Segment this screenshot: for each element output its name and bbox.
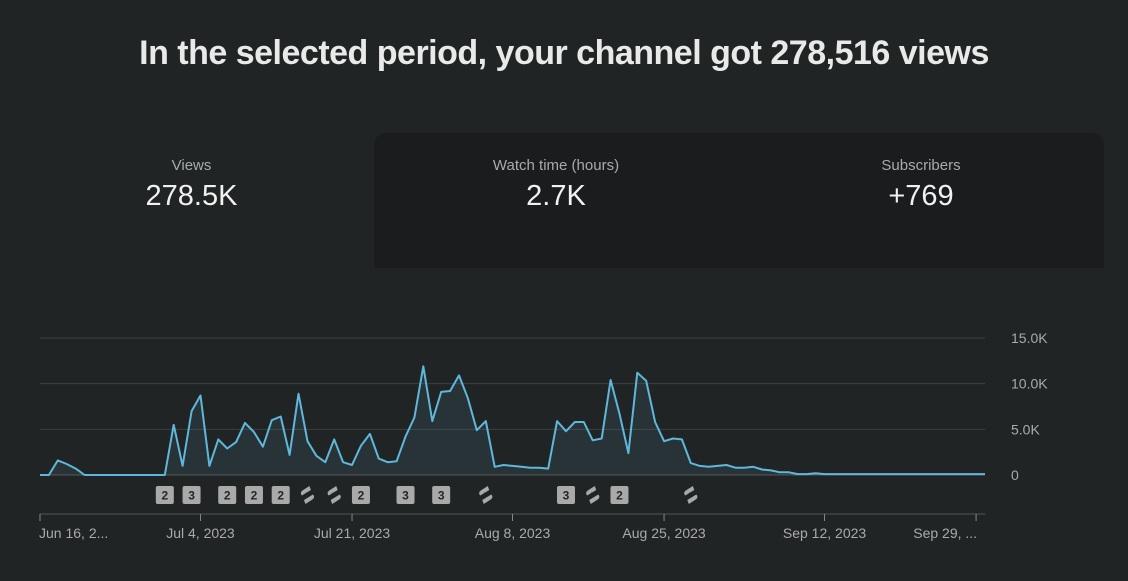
shorts-icon-top: [586, 486, 597, 496]
chart-x-axis: Jun 16, 2... Jul 4, 2023 Jul 21, 2023 Aug 8…: [39, 513, 985, 541]
upload-count-box: [610, 486, 629, 504]
upload-count-label: 2: [616, 489, 623, 503]
watch-time-metric-value: 2.7K: [526, 180, 586, 212]
x-tick-label: Sep 29, ...: [913, 525, 977, 541]
upload-count-marker: 2: [351, 486, 370, 504]
shorts-icon: [586, 486, 600, 504]
x-tick-label: Jul 21, 2023: [314, 525, 390, 541]
x-tick-label: Jun 16, 2...: [39, 525, 108, 541]
views-series-line: [40, 365, 985, 476]
upload-count-marker: 3: [396, 486, 415, 504]
upload-count-label: 3: [402, 489, 409, 503]
upload-count-box: [244, 486, 263, 504]
views-chart[interactable]: 2 3 2 2 2 2 3 3 3 2 Jun 16, 2... Jul 4, 2023 Jul 21…: [0, 310, 1128, 570]
y-tick-label: 5.0K: [1011, 421, 1040, 437]
chart-gridlines: [40, 337, 985, 476]
upload-count-box: [271, 486, 290, 504]
upload-count-box: [432, 486, 451, 504]
shorts-icon: [300, 486, 315, 504]
y-tick-label: 10.0K: [1011, 376, 1048, 392]
views-metric-card[interactable]: Views 278.5K: [10, 133, 373, 268]
chart-y-axis: 15.0K 10.0K 5.0K 0: [1011, 330, 1048, 483]
upload-count-label: 2: [161, 489, 168, 503]
views-area-fill: [40, 366, 985, 475]
upload-count-marker: 2: [155, 486, 174, 504]
upload-count-label: 3: [563, 489, 570, 503]
shorts-icon-bottom: [482, 494, 493, 504]
x-tick-label: Sep 12, 2023: [783, 525, 867, 541]
upload-count-box: [218, 486, 237, 504]
upload-count-label: 3: [188, 489, 195, 503]
chart-upload-markers: 2 3 2 2 2 2 3 3 3 2: [155, 486, 698, 504]
shorts-icon-play: [332, 492, 337, 498]
upload-count-label: 2: [277, 489, 284, 503]
shorts-icon: [327, 486, 341, 504]
upload-count-label: 2: [358, 489, 365, 503]
x-tick-label: Aug 25, 2023: [622, 525, 706, 541]
chart-area-layer: [40, 365, 985, 476]
subscribers-metric-label: Subscribers: [881, 157, 961, 174]
page-headline: In the selected period, your channel got…: [139, 34, 989, 72]
views-metric-value: 278.5K: [145, 180, 238, 212]
shorts-icon: [479, 486, 493, 504]
shorts-icon: [684, 486, 698, 504]
x-tick-label: Jul 4, 2023: [166, 525, 235, 541]
shorts-icon-play: [689, 492, 694, 498]
upload-count-marker: 3: [556, 486, 575, 504]
shorts-icon-bottom: [687, 494, 698, 504]
x-tick-label: Aug 8, 2023: [475, 525, 551, 541]
upload-count-box: [155, 486, 174, 504]
views-metric-label: Views: [171, 157, 212, 174]
shorts-icon-top: [479, 486, 490, 496]
shorts-icon-play: [484, 492, 489, 498]
y-tick-label: 0: [1011, 467, 1019, 483]
upload-count-label: 3: [438, 489, 445, 503]
watch-time-metric-card[interactable]: Watch time (hours) 2.7K: [374, 133, 738, 268]
subscribers-metric-card[interactable]: Subscribers +769: [738, 133, 1104, 268]
y-tick-label: 15.0K: [1011, 330, 1048, 346]
shorts-icon-play: [591, 492, 596, 498]
upload-count-box: [556, 486, 575, 504]
upload-count-marker: 3: [432, 486, 451, 504]
upload-count-label: 2: [251, 489, 258, 503]
upload-count-box: [182, 486, 201, 504]
upload-count-box: [396, 486, 415, 504]
subscribers-metric-value: +769: [888, 180, 954, 212]
shorts-icon-bottom: [589, 494, 600, 504]
metric-cards: Views 278.5K Watch time (hours) 2.7K Sub…: [10, 133, 1104, 268]
watch-time-metric-label: Watch time (hours): [492, 157, 620, 174]
shorts-icon-play: [305, 492, 311, 498]
shorts-icon-top: [300, 486, 311, 496]
upload-count-box: [351, 486, 370, 504]
upload-count-marker: 2: [244, 486, 263, 504]
shorts-icon-top: [327, 486, 338, 496]
shorts-icon-top: [684, 486, 695, 496]
upload-count-label: 2: [224, 489, 231, 503]
upload-count-marker: 3: [182, 486, 201, 504]
upload-count-marker: 2: [218, 486, 237, 504]
upload-count-marker: 2: [610, 486, 629, 504]
shorts-icon-bottom: [330, 494, 341, 504]
shorts-icon-bottom: [303, 494, 315, 504]
upload-count-marker: 2: [271, 486, 290, 504]
